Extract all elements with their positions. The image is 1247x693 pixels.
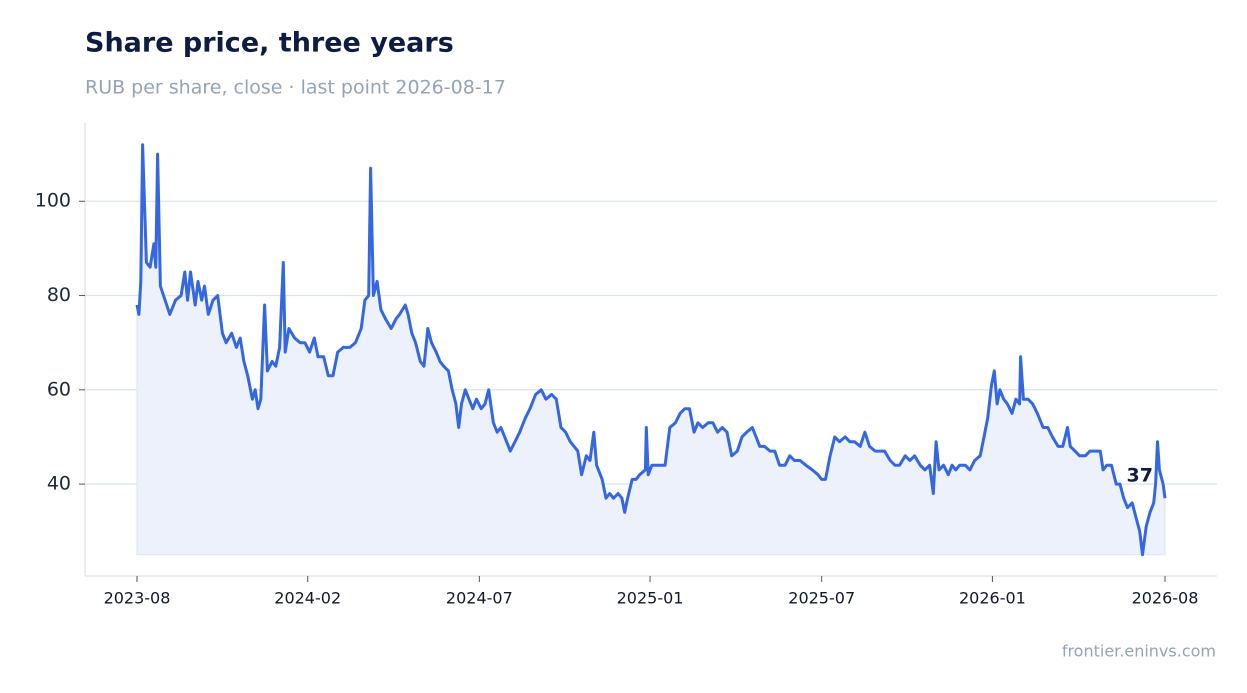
x-tick-label: 2023-08 <box>104 589 171 608</box>
y-tick-label: 80 <box>47 284 71 306</box>
x-tick-label: 2026-08 <box>1132 589 1199 608</box>
chart-title: Share price, three years <box>85 28 454 59</box>
x-tick-label: 2024-07 <box>446 589 513 608</box>
source: frontier.eninvs.com <box>1062 642 1216 661</box>
area-fill <box>136 144 1166 556</box>
price-line <box>135 143 1167 557</box>
chart-subtitle: RUB per share, close · last point 2026-0… <box>85 77 506 99</box>
last-value-label: 37 <box>1127 465 1153 487</box>
x-tick-label: 2025-01 <box>617 589 684 608</box>
y-tick-label: 60 <box>47 378 71 400</box>
x-tick-label: 2026-01 <box>959 589 1026 608</box>
y-tick-label: 40 <box>47 473 71 495</box>
y-tick-label: 100 <box>35 190 71 212</box>
x-tick-label: 2024-02 <box>274 589 341 608</box>
x-tick-label: 2025-07 <box>788 589 855 608</box>
